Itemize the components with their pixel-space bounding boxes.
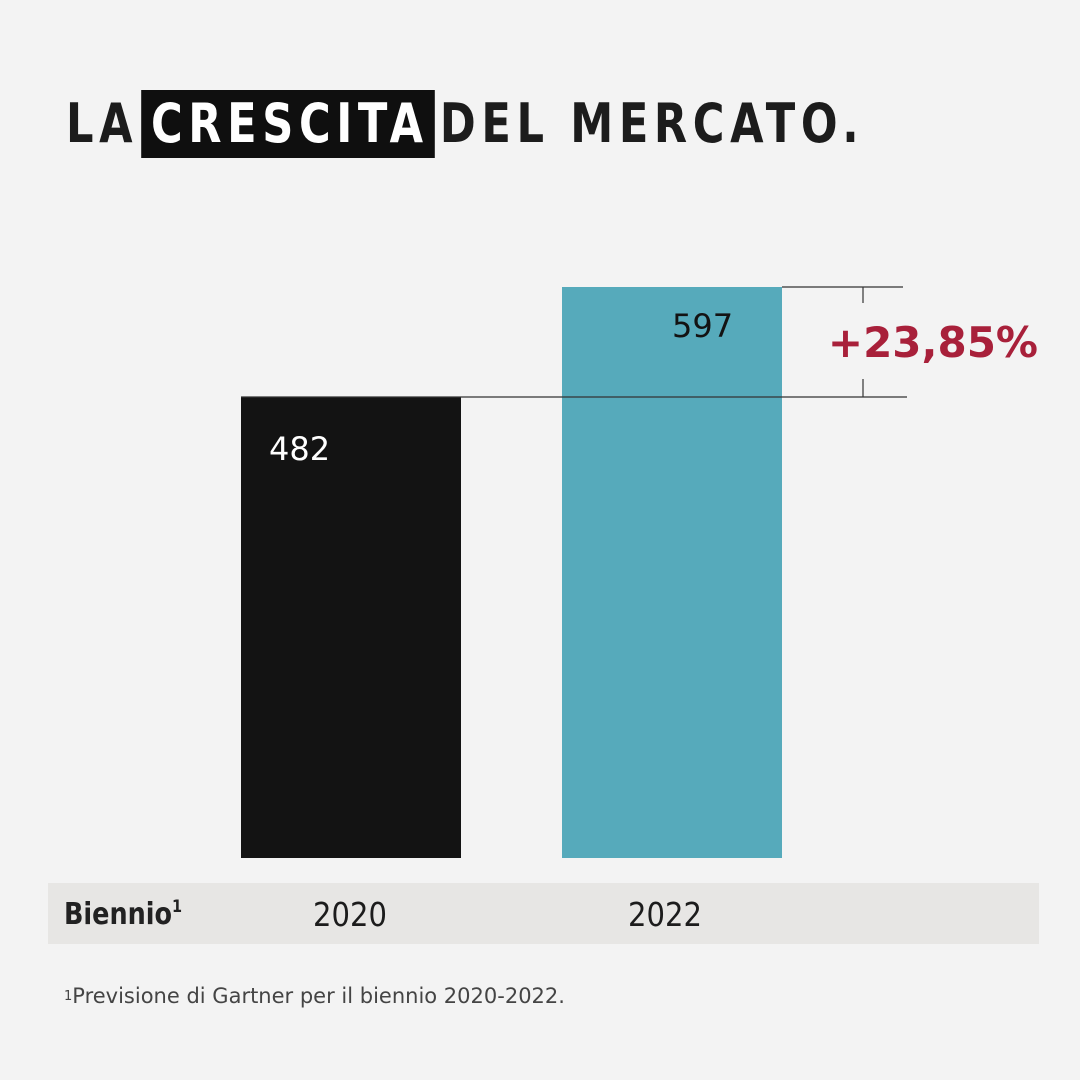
x-tick-label-2022: 2022 — [628, 895, 702, 934]
bar-2022 — [562, 287, 782, 858]
bar-chart: 482 597 +23,85% — [241, 286, 1038, 858]
footnote-text: Previsione di Gartner per il biennio 202… — [72, 984, 565, 1008]
page-title: LA CRESCITA DEL MERCATO. — [66, 90, 864, 158]
growth-percentage-label: +23,85% — [828, 318, 1038, 367]
x-axis-row: Biennio1 2020 2022 — [48, 883, 1039, 944]
bar-value-label-2020: 482 — [269, 430, 330, 468]
footnote: 1Previsione di Gartner per il biennio 20… — [64, 982, 565, 1010]
bar-2020 — [241, 396, 461, 858]
x-axis-title: Biennio1 — [64, 897, 182, 933]
x-axis-footnote-mark: 1 — [172, 897, 183, 917]
title-word-la: LA — [66, 92, 139, 155]
bar-value-label-2022: 597 — [672, 307, 733, 345]
footnote-mark: 1 — [64, 989, 73, 1004]
title-word-del-mercato: DEL MERCATO. — [439, 92, 865, 155]
x-tick-label-2020: 2020 — [313, 895, 387, 934]
x-axis-title-text: Biennio — [64, 897, 173, 932]
title-highlight-crescita: CRESCITA — [141, 90, 436, 158]
